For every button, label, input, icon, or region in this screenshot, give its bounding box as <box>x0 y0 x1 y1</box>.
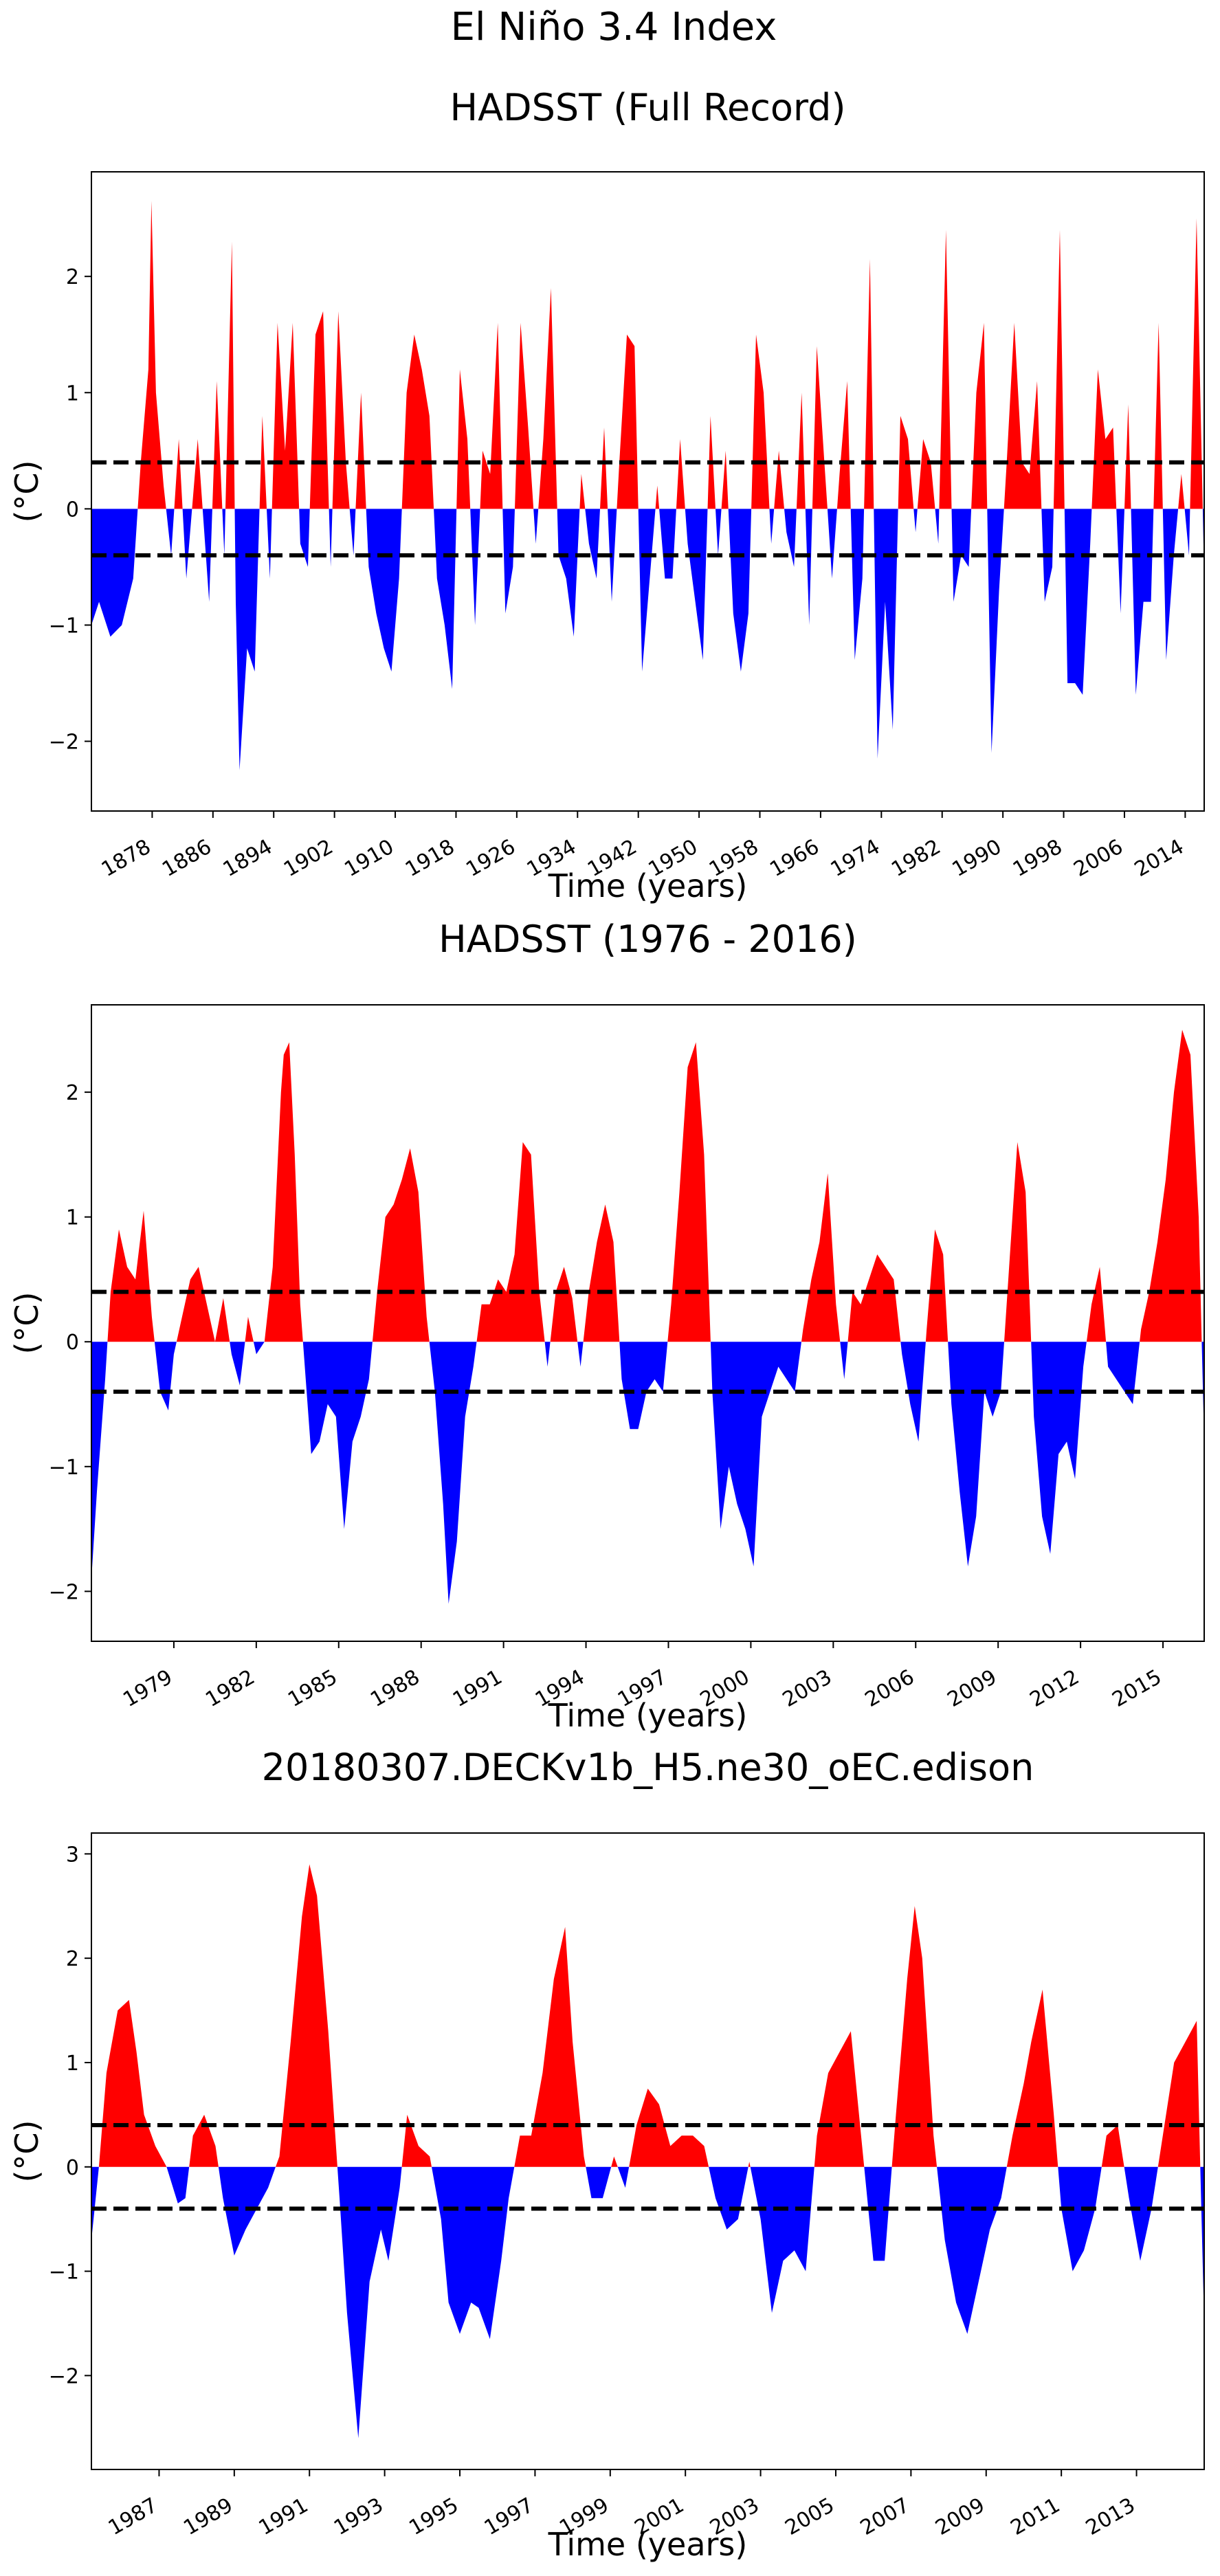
y-tick-label: −2 <box>49 731 79 755</box>
y-tick-label: −1 <box>49 614 79 638</box>
y-axis-label: (°C) <box>8 1291 45 1354</box>
chart-title: HADSST (1976 - 2016) <box>439 918 857 961</box>
axes-frame <box>91 1832 1205 2470</box>
x-axis-label: Time (years) <box>548 2526 748 2563</box>
negative-anomaly-area <box>91 2166 1204 2439</box>
negative-anomaly-area <box>91 509 1204 770</box>
y-tick-label: −2 <box>49 2364 79 2388</box>
y-tick-label: 0 <box>66 2156 79 2180</box>
y-tick-label: 3 <box>66 1843 79 1867</box>
chart-title: HADSST (Full Record) <box>450 86 845 129</box>
positive-anomaly-area <box>91 201 1204 509</box>
y-axis-label: (°C) <box>8 2120 45 2182</box>
y-tick-label: 2 <box>66 265 79 289</box>
positive-anomaly-area <box>91 1864 1204 2167</box>
y-tick-label: 2 <box>66 1947 79 1971</box>
y-tick-label: 1 <box>66 2052 79 2076</box>
x-axis-label: Time (years) <box>548 1697 748 1734</box>
y-tick-label: 1 <box>66 381 79 406</box>
y-tick-label: 0 <box>66 1331 79 1355</box>
y-tick-label: −2 <box>49 1580 79 1604</box>
axes-frame <box>91 1004 1205 1642</box>
y-tick-label: 2 <box>66 1081 79 1105</box>
figure-suptitle: El Niño 3.4 Index <box>451 5 777 49</box>
positive-anomaly-area <box>91 1030 1204 1342</box>
chart-title: 20180307.DECKv1b_H5.ne30_oEC.edison <box>262 1746 1034 1789</box>
y-tick-label: 1 <box>66 1206 79 1230</box>
y-tick-label: −1 <box>49 1456 79 1480</box>
y-tick-label: −1 <box>49 2261 79 2285</box>
y-tick-label: 0 <box>66 498 79 522</box>
axes-frame <box>91 171 1205 812</box>
y-axis-label: (°C) <box>8 460 45 522</box>
x-axis-label: Time (years) <box>548 867 748 904</box>
